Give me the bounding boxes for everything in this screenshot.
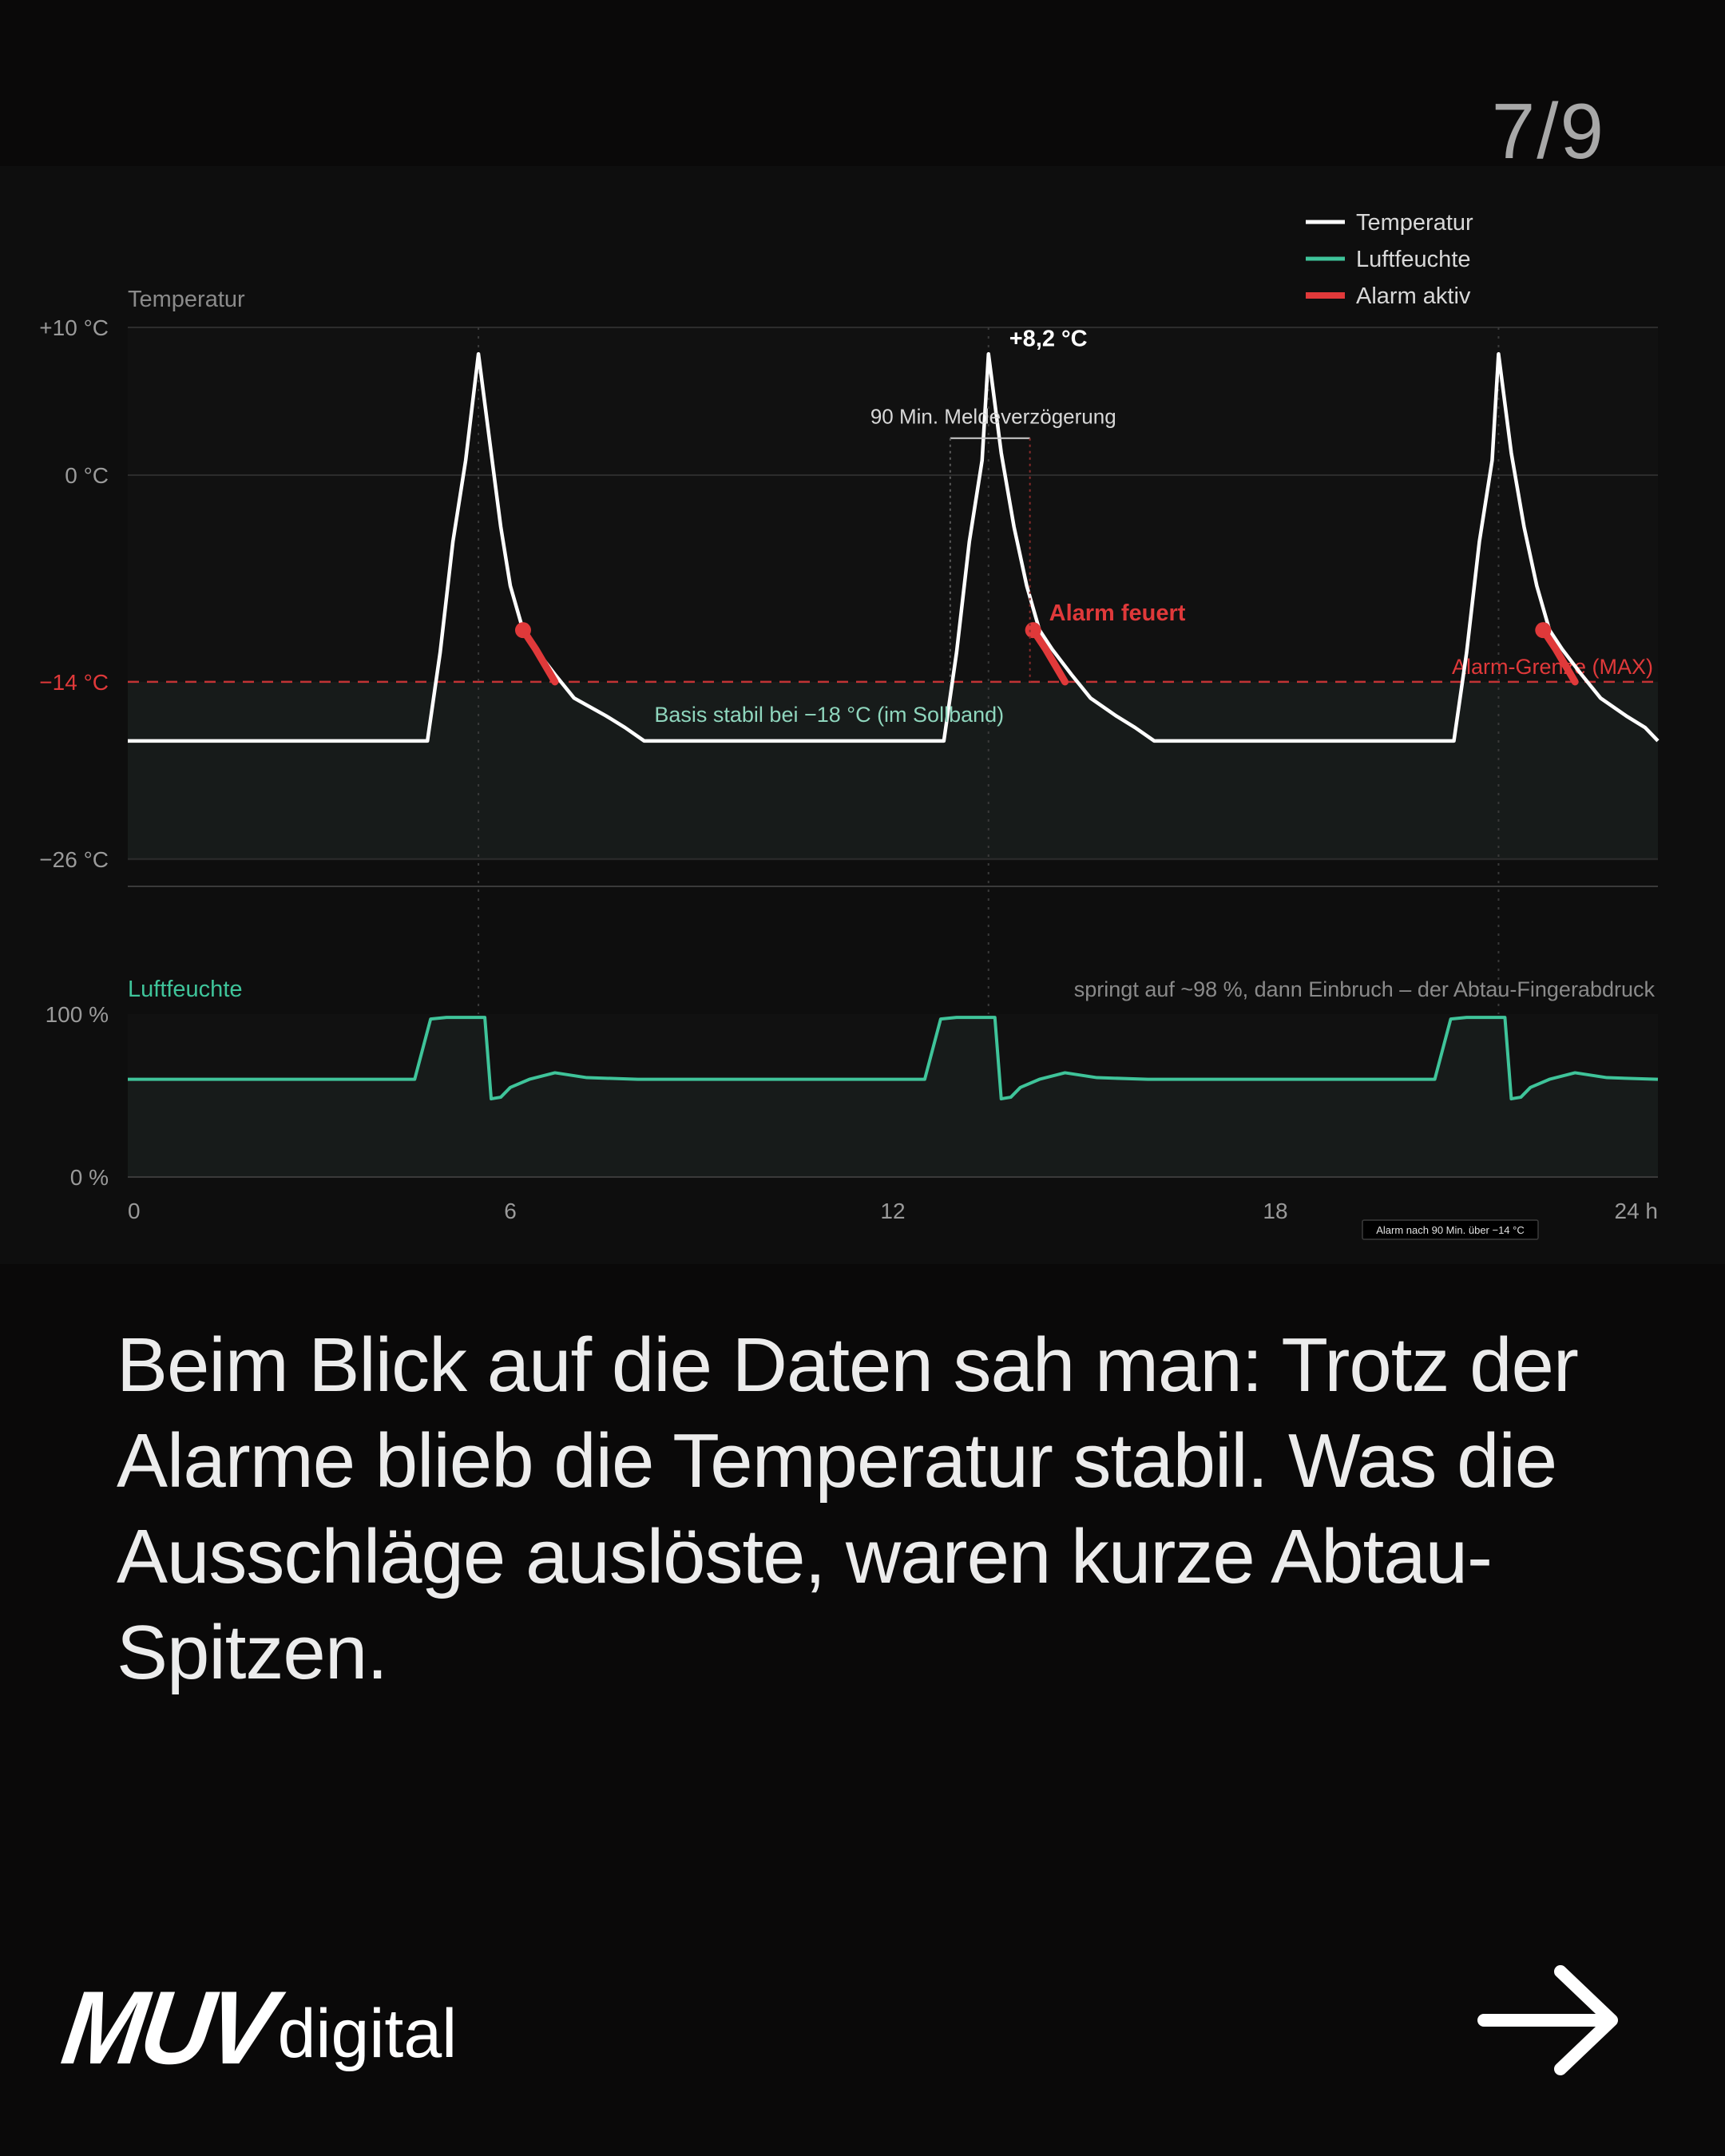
humidity-line [128,1016,1659,1101]
brand-logo: MUV digital [56,1971,458,2087]
alarm-dot [514,622,531,639]
target-band [128,681,1658,859]
temp-ytick-label: −14 °C [39,670,109,695]
footnote-text: Alarm nach 90 Min. über −14 °C [1376,1224,1525,1236]
xtick-label: 18 [1263,1199,1287,1223]
legend-label: Temperatur [1356,210,1473,236]
xtick-label: 0 [128,1199,141,1223]
temp-ytick-label: 0 °C [65,463,109,488]
arrow-right-icon[interactable] [1477,1960,1621,2080]
brand-name: digital [277,1995,458,2072]
brand-mark: MUV [55,1970,278,2087]
humidity-area [128,1017,1658,1177]
temp-ytick-label: +10 °C [39,315,109,340]
footnote-badge [1362,1219,1539,1240]
threshold-label: Alarm-Grenze (MAX) [1452,655,1653,679]
xtick-label: 6 [504,1199,517,1223]
alarm-fires-label: Alarm feuert [1049,600,1186,626]
xtick-label: 24 h [1615,1199,1659,1223]
chart-panel: +10 °C 0 °C −14 °C −26 °C Temperatur Alarm-Gr… [0,166,1725,1264]
temp-panel-label: Temperatur [128,287,245,312]
chart-svg: +10 °C 0 °C −14 °C −26 °C Temperatur Alarm-Gr… [39,210,1660,1240]
alarm-dot [1535,622,1552,639]
humidity-ytick-label: 0 % [70,1165,109,1190]
humidity-panel-label: Luftfeuchte [128,977,243,1002]
xtick-label: 12 [880,1199,905,1223]
legend-label: Luftfeuchte [1356,247,1471,272]
alarm-dot [1025,622,1041,639]
caption-text: Beim Blick auf die Daten sah man: Trotz … [117,1322,1579,1695]
page-counter: 7/9 [1491,87,1605,175]
baseline-label: Basis stabil bei −18 °C (im Sollband) [654,703,1004,727]
temperature-line [128,352,1660,743]
legend-label: Alarm aktiv [1356,283,1471,309]
humidity-annotation: springt auf ~98 %, dann Einbruch – der A… [1074,977,1656,1001]
temp-ytick-label: −26 °C [39,847,109,872]
humidity-ytick-label: 100 % [46,1002,109,1027]
peak-value-label: +8,2 °C [1009,326,1088,351]
delay-label: 90 Min. Meldeverzögerung [870,405,1116,429]
